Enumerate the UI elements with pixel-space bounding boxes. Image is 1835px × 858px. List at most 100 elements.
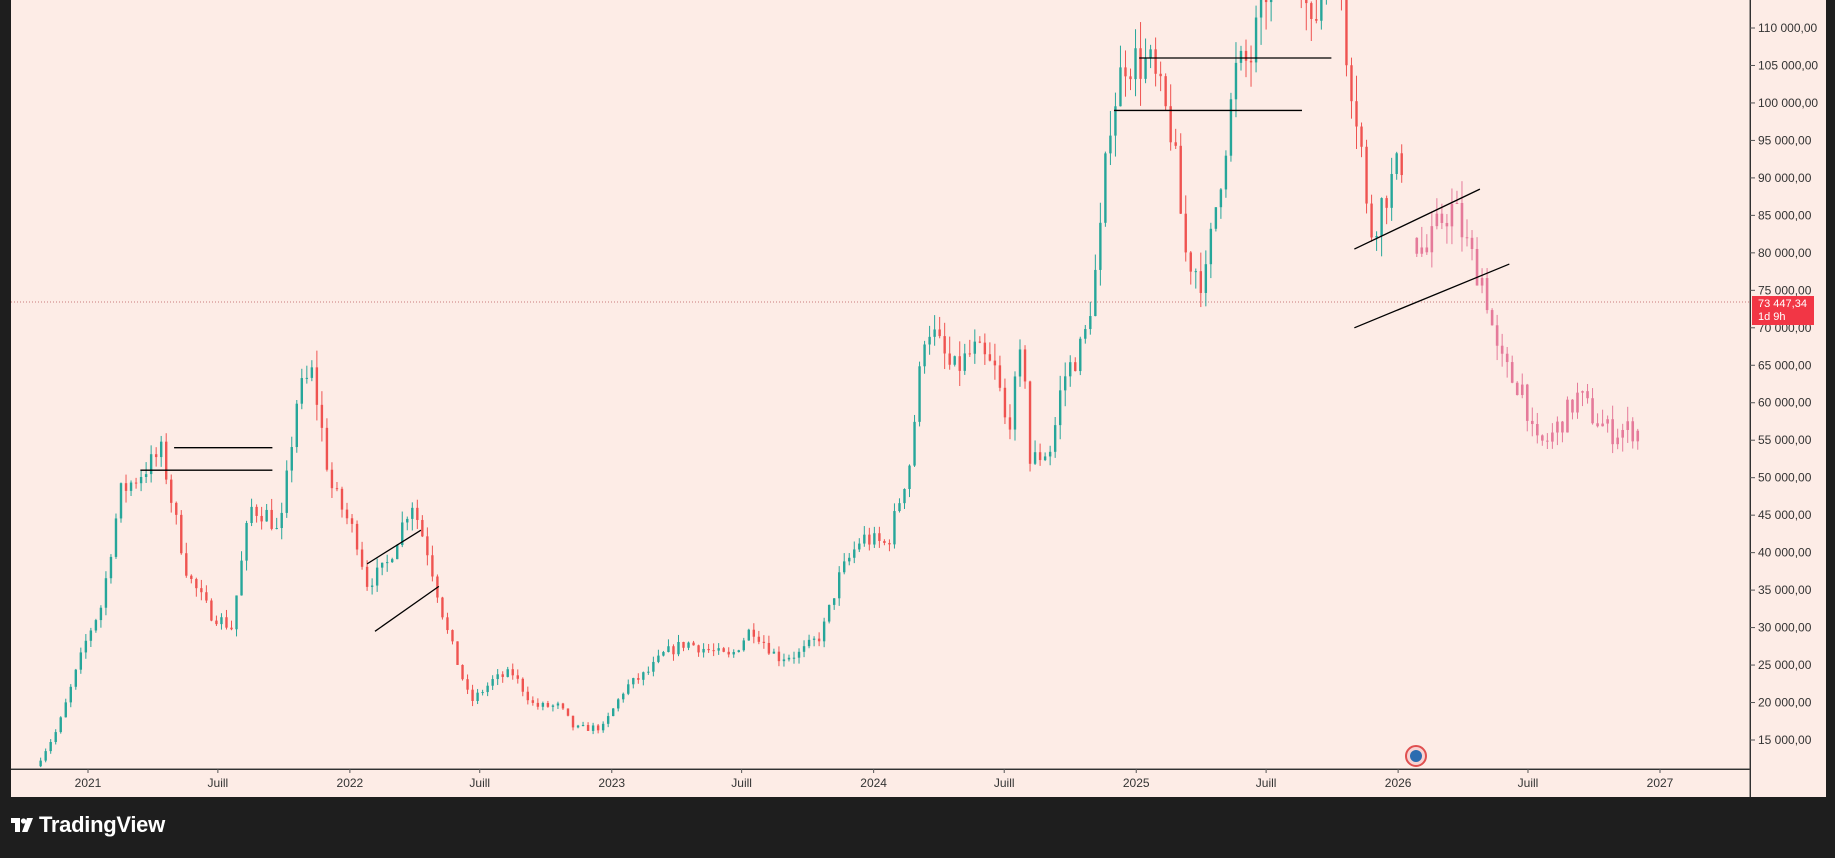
candle-body (225, 617, 228, 628)
channel-upper-line (1354, 188, 1481, 250)
candle-body (340, 488, 344, 510)
candle-body (908, 465, 911, 489)
candle-body (1249, 60, 1253, 63)
candle-body (792, 657, 796, 659)
projection-candle-body (1505, 353, 1509, 363)
x-tick-label: Juill (994, 776, 1015, 790)
candle-body (888, 542, 891, 545)
projection-candle-body (1465, 237, 1469, 239)
candle-body (511, 669, 514, 676)
candle-body (687, 642, 690, 648)
candle-body (1189, 252, 1192, 272)
candle-body (1204, 264, 1208, 293)
y-tick-label: 65 000,00 (1758, 358, 1812, 372)
candle-body (200, 588, 203, 593)
time-axis-background (11, 770, 1750, 797)
candle-body (1099, 222, 1102, 270)
candle-body (385, 562, 389, 564)
candle-body (591, 725, 595, 731)
candle-body (396, 545, 399, 560)
price-chart[interactable]: 15 000,00 20 000,00 25 000,00 30 000,00 35 0… (0, 0, 1835, 798)
candle-body (79, 652, 83, 670)
candle-body (446, 617, 449, 631)
candle-body (481, 692, 484, 694)
candle-body (702, 648, 705, 653)
x-tick-label: 2021 (75, 776, 102, 790)
candle-body (39, 760, 42, 767)
candle-body (1089, 316, 1092, 330)
candle-body (516, 675, 519, 679)
y-tick-label: 15 000,00 (1758, 733, 1812, 747)
projection-candle-body (1490, 310, 1494, 326)
candle-body (1023, 349, 1027, 382)
candle-body (1043, 456, 1047, 461)
candle-body (697, 645, 700, 653)
candle-body (1400, 153, 1403, 176)
candle-body (185, 553, 188, 576)
candle-body (1139, 48, 1142, 79)
candle-body (1149, 49, 1152, 59)
candle-body (1134, 48, 1137, 80)
candle-body (903, 488, 906, 504)
y-tick-label: 40 000,00 (1758, 546, 1812, 560)
candle-body (617, 699, 620, 709)
candle-body (1229, 99, 1233, 156)
candle-body (893, 511, 896, 545)
candle-body (853, 549, 856, 558)
candle-body (290, 447, 293, 471)
candle-body (1365, 146, 1368, 204)
candle-body (958, 356, 961, 371)
candle-body (1058, 390, 1062, 426)
candle-body (1179, 145, 1182, 214)
candle-body (556, 703, 560, 706)
candle-body (170, 479, 173, 503)
candle-body (54, 732, 57, 742)
candle-body (978, 341, 982, 343)
projection-candle-body (1445, 222, 1449, 227)
candle-body (411, 507, 414, 519)
candle-body (938, 329, 941, 337)
candle-body (732, 652, 735, 655)
candle-body (456, 641, 459, 665)
candle-body (662, 652, 665, 656)
candle-body (1375, 236, 1378, 238)
candle-body (838, 572, 841, 599)
candle-body (566, 708, 570, 716)
candle-body (89, 630, 93, 641)
tradingview-logo[interactable]: TradingView (11, 812, 165, 838)
chart-area[interactable]: 15 000,00 20 000,00 25 000,00 30 000,00 35 0… (0, 0, 1835, 798)
x-tick-label: 2023 (598, 776, 625, 790)
candle-body (1053, 425, 1057, 452)
candle-body (426, 536, 429, 556)
candle-body (1264, 0, 1268, 3)
candle-body (1305, 0, 1308, 4)
candle-body (1094, 269, 1097, 317)
candle-body (270, 509, 273, 529)
candle-body (235, 595, 238, 630)
y-tick-label: 90 000,00 (1758, 171, 1812, 185)
candle-body (546, 702, 550, 707)
projection-candle-body (1601, 423, 1604, 427)
candle-body (501, 674, 504, 677)
projection-candle-body (1515, 382, 1519, 396)
candle-body (637, 678, 640, 680)
projection-candle-body (1536, 424, 1539, 436)
candle-body (1259, 0, 1263, 18)
candle-body (1069, 362, 1072, 377)
y-tick-label: 35 000,00 (1758, 583, 1812, 597)
candle-body (827, 604, 831, 622)
x-tick-label: 2024 (860, 776, 887, 790)
candle-body (993, 360, 997, 366)
candle-body (576, 725, 580, 728)
candle-body (667, 646, 670, 653)
projection-candle-body (1450, 203, 1454, 227)
candle-body (240, 560, 243, 596)
candle-body (802, 646, 806, 652)
candle-body (551, 705, 555, 707)
candle-body (561, 703, 565, 709)
candle-body (1380, 198, 1383, 237)
candle-body (913, 421, 916, 466)
candle-body (777, 651, 781, 662)
y-tick-label: 95 000,00 (1758, 133, 1812, 147)
candle-body (812, 638, 816, 640)
